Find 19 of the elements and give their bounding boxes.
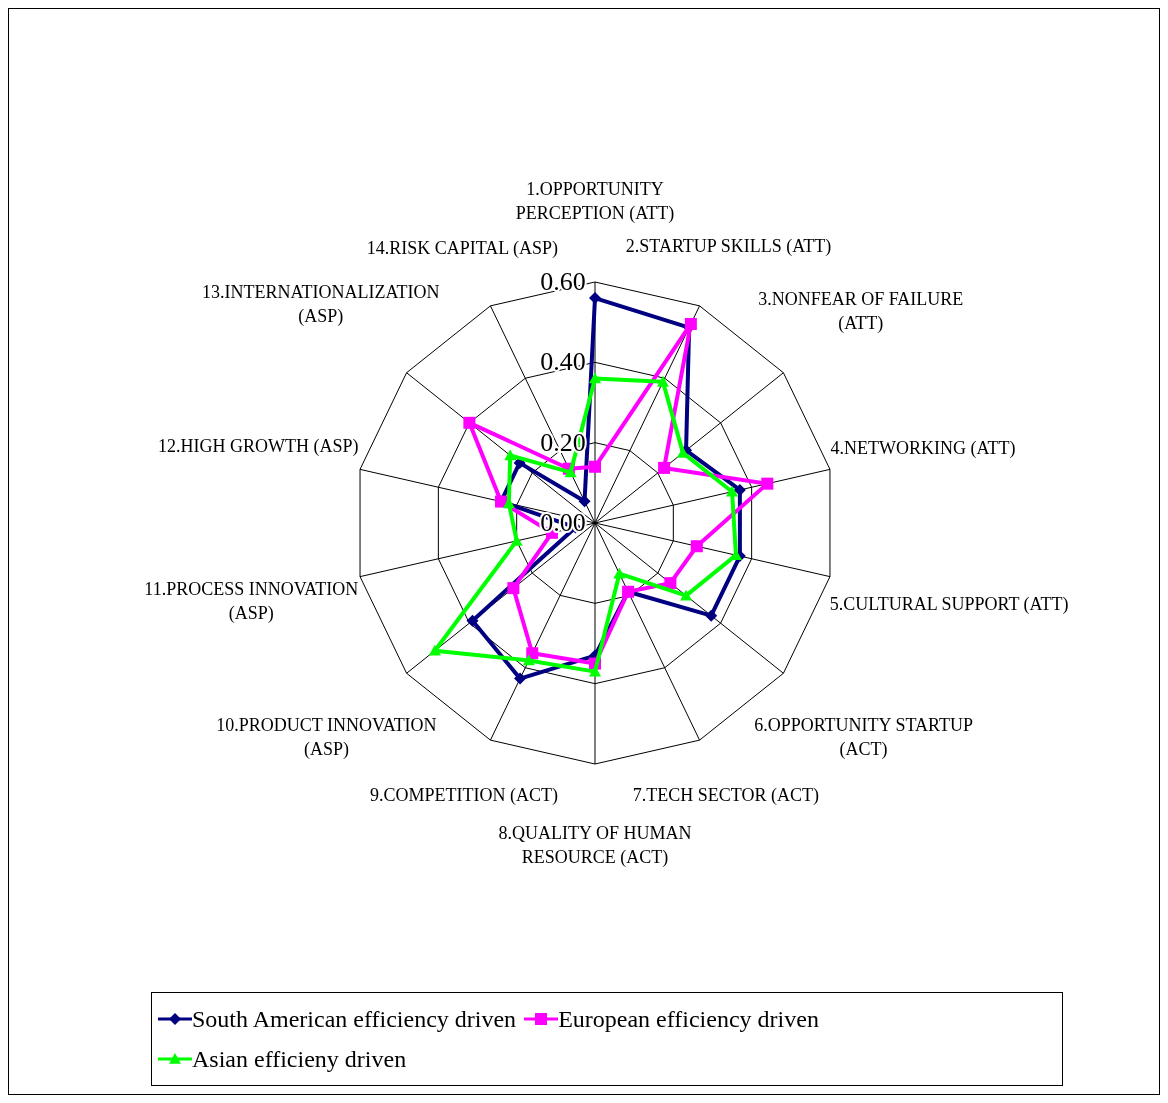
spoke-label: 11.PROCESS INNOVATION (ASP): [144, 579, 359, 625]
spoke-label: 3.NONFEAR OF FAILURE (ATT): [758, 289, 964, 335]
spoke-label: 5.CULTURAL SUPPORT (ATT): [829, 593, 1069, 615]
spoke-label: 9.COMPETITION (ACT): [370, 784, 559, 806]
spoke-label: 14.RISK CAPITAL (ASP): [366, 237, 559, 259]
y-tick-label: 0.40: [540, 347, 586, 377]
legend-label: European efficiency driven: [558, 1005, 819, 1033]
spoke-label: 13.INTERNATIONALIZATION (ASP): [202, 282, 440, 328]
spoke-label: 12.HIGH GROWTH (ASP): [158, 436, 359, 458]
spoke-label: 2.STARTUP SKILLS (ATT): [625, 235, 832, 257]
spoke-label: 6.OPPORTUNITY STARTUP (ACT): [754, 715, 973, 761]
spoke-label: 4.NETWORKING (ATT): [830, 438, 1016, 460]
legend-label: South American efficiency driven: [192, 1005, 517, 1033]
spoke-label: 7.TECH SECTOR (ACT): [632, 784, 820, 806]
legend-label: Asian efficieny driven: [192, 1045, 407, 1073]
y-tick-label: 0.60: [540, 267, 586, 296]
spoke-label: 8.QUALITY OF HUMAN RESOURCE (ACT): [498, 823, 692, 868]
spoke-label: 10.PRODUCT INNOVATION (ASP): [216, 715, 437, 761]
spoke-label: 1.OPPORTUNITY PERCEPTION (ATT): [515, 179, 675, 224]
